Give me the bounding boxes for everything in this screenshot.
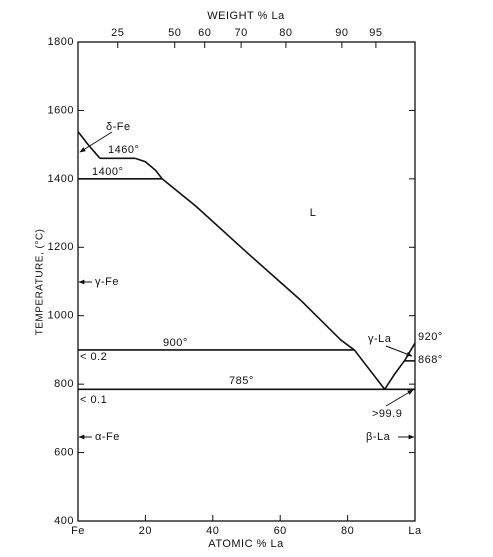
arrow <box>79 131 113 153</box>
y-tick-label: 600 <box>54 446 74 458</box>
y-tick-label: 800 <box>54 378 74 390</box>
annotation: 900° <box>163 337 188 349</box>
x2-tick-label: 60 <box>198 27 211 39</box>
x-tick-label: 40 <box>206 525 219 537</box>
y-axis-title: TEMPERATURE, (°C) <box>35 229 46 336</box>
x-tick-label: 60 <box>274 525 287 537</box>
x2-tick-label: 70 <box>234 27 247 39</box>
y-tick-label: 1200 <box>48 241 74 253</box>
annotation: 1460° <box>108 144 139 156</box>
arrows <box>78 131 415 440</box>
annotation: γ-Fe <box>95 276 119 288</box>
arrow <box>385 389 414 407</box>
annotation: 868° <box>418 354 443 366</box>
x2-tick-label: 80 <box>279 27 292 39</box>
phase-boundary <box>161 178 386 390</box>
x-tick-label: 20 <box>139 525 152 537</box>
annotation: γ-La <box>368 333 392 345</box>
x-tick-label: La <box>408 525 422 537</box>
x2-tick-label: 50 <box>168 27 181 39</box>
annotation: δ-Fe <box>106 121 131 133</box>
annotation: L <box>310 207 317 219</box>
x2-tick-label: 95 <box>369 27 382 39</box>
annotation: < 0.1 <box>80 394 107 406</box>
annotation: >99.9 <box>372 408 402 420</box>
annotation: 920° <box>418 331 443 343</box>
annotation: 1400° <box>92 166 123 178</box>
phase-boundary <box>77 131 101 159</box>
annotation: α-Fe <box>95 431 120 443</box>
annotation: 785° <box>229 375 254 387</box>
top-axis-title: WEIGHT % La <box>207 10 285 22</box>
phase-boundary <box>384 342 416 390</box>
annotation: < 0.2 <box>80 351 107 363</box>
x-axis-title: ATOMIC % La <box>208 538 284 550</box>
plot-frame <box>77 41 416 522</box>
y-tick-label: 1600 <box>48 104 74 116</box>
phase-boundary <box>135 157 163 180</box>
x-tick-label: Fe <box>71 525 85 537</box>
annotation: β-La <box>366 431 391 443</box>
y-tick-label: 1800 <box>48 36 74 48</box>
x-tick-label: 80 <box>341 525 354 537</box>
x2-tick-label: 25 <box>111 27 124 39</box>
x2-tick-label: 90 <box>335 27 348 39</box>
y-tick-label: 400 <box>54 515 74 527</box>
y-tick-label: 1000 <box>48 310 74 322</box>
y-tick-label: 1400 <box>48 173 74 185</box>
